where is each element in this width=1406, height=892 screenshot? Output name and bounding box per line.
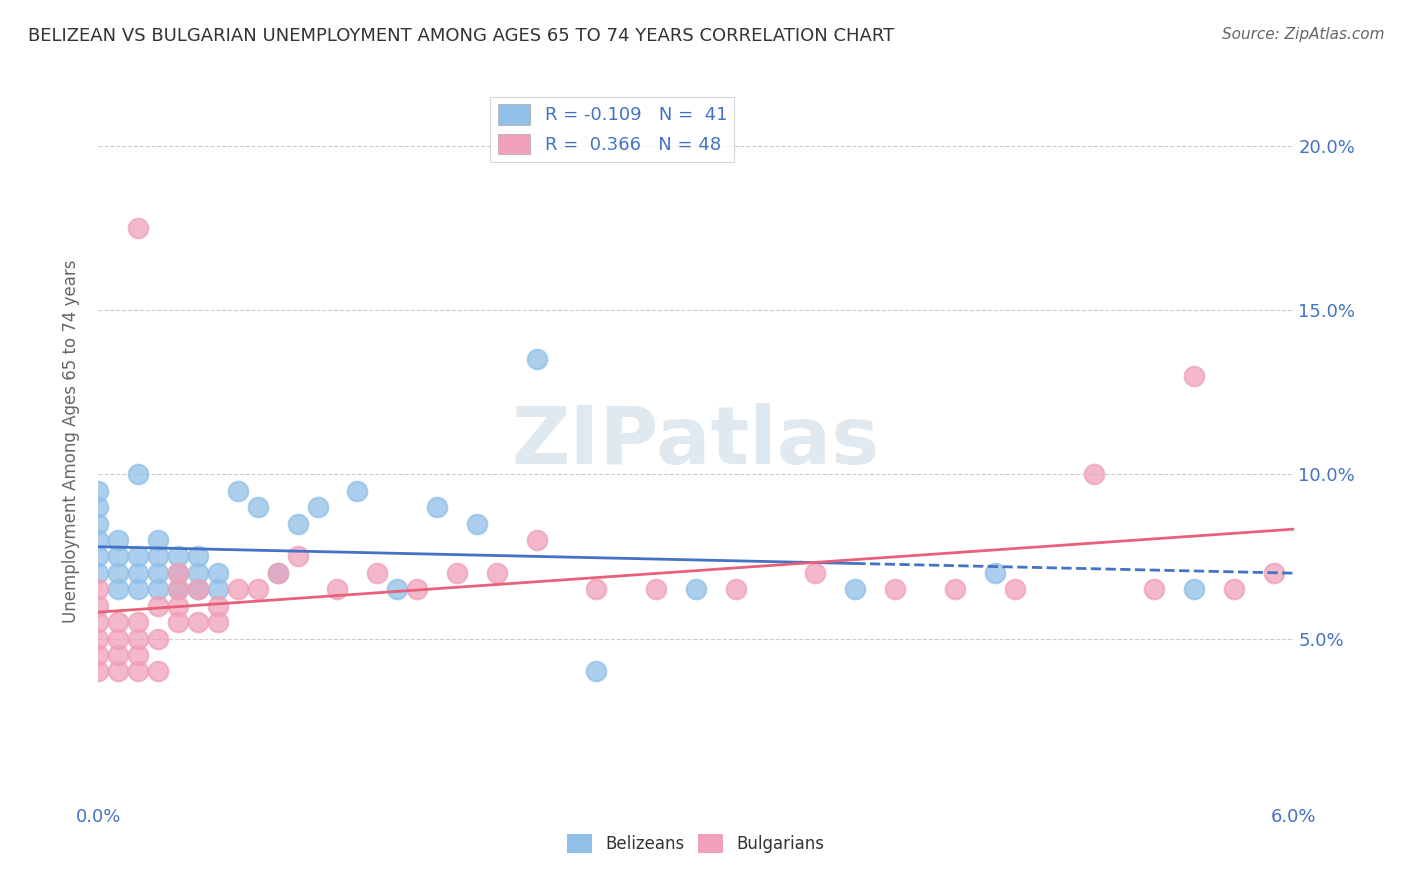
- Point: [87, 665, 110, 679]
- Point: [148, 665, 170, 679]
- Point: [167, 599, 190, 613]
- Point: [87, 648, 110, 662]
- Point: [127, 665, 149, 679]
- Point: [167, 566, 190, 580]
- Point: [107, 566, 129, 580]
- Point: [87, 533, 110, 547]
- Point: [526, 533, 548, 547]
- Point: [884, 582, 907, 597]
- Point: [127, 582, 149, 597]
- Point: [127, 615, 149, 630]
- Point: [127, 549, 149, 564]
- Point: [207, 615, 229, 630]
- Point: [87, 599, 110, 613]
- Point: [87, 500, 110, 515]
- Point: [187, 582, 209, 597]
- Point: [226, 483, 249, 498]
- Point: [1223, 582, 1246, 597]
- Point: [307, 500, 329, 515]
- Point: [1182, 368, 1205, 383]
- Point: [685, 582, 707, 597]
- Point: [426, 500, 449, 515]
- Point: [87, 632, 110, 646]
- Point: [127, 632, 149, 646]
- Point: [148, 549, 170, 564]
- Point: [585, 582, 607, 597]
- Point: [526, 352, 548, 367]
- Point: [1143, 582, 1166, 597]
- Point: [127, 648, 149, 662]
- Point: [148, 582, 170, 597]
- Point: [267, 566, 290, 580]
- Point: [346, 483, 368, 498]
- Point: [943, 582, 966, 597]
- Point: [844, 582, 866, 597]
- Point: [127, 467, 149, 482]
- Point: [107, 632, 129, 646]
- Point: [148, 599, 170, 613]
- Point: [107, 549, 129, 564]
- Point: [1083, 467, 1105, 482]
- Point: [107, 582, 129, 597]
- Point: [148, 632, 170, 646]
- Point: [287, 516, 309, 531]
- Point: [326, 582, 349, 597]
- Point: [207, 599, 229, 613]
- Legend: Belizeans, Bulgarians: Belizeans, Bulgarians: [561, 827, 831, 860]
- Point: [287, 549, 309, 564]
- Point: [406, 582, 429, 597]
- Point: [167, 549, 190, 564]
- Point: [724, 582, 747, 597]
- Point: [446, 566, 468, 580]
- Point: [187, 615, 209, 630]
- Point: [107, 665, 129, 679]
- Point: [1182, 582, 1205, 597]
- Point: [246, 582, 269, 597]
- Point: [1263, 566, 1285, 580]
- Point: [385, 582, 409, 597]
- Point: [207, 566, 229, 580]
- Point: [167, 615, 190, 630]
- Point: [167, 582, 190, 597]
- Point: [984, 566, 1007, 580]
- Point: [366, 566, 388, 580]
- Point: [267, 566, 290, 580]
- Text: BELIZEAN VS BULGARIAN UNEMPLOYMENT AMONG AGES 65 TO 74 YEARS CORRELATION CHART: BELIZEAN VS BULGARIAN UNEMPLOYMENT AMONG…: [28, 27, 894, 45]
- Point: [187, 549, 209, 564]
- Point: [87, 516, 110, 531]
- Point: [246, 500, 269, 515]
- Point: [226, 582, 249, 597]
- Point: [87, 483, 110, 498]
- Point: [1004, 582, 1026, 597]
- Point: [87, 549, 110, 564]
- Point: [87, 615, 110, 630]
- Text: ZIPatlas: ZIPatlas: [512, 402, 880, 481]
- Point: [127, 566, 149, 580]
- Point: [127, 221, 149, 235]
- Point: [645, 582, 668, 597]
- Point: [585, 665, 607, 679]
- Point: [87, 566, 110, 580]
- Text: Source: ZipAtlas.com: Source: ZipAtlas.com: [1222, 27, 1385, 42]
- Point: [167, 582, 190, 597]
- Point: [207, 582, 229, 597]
- Point: [107, 615, 129, 630]
- Point: [187, 582, 209, 597]
- Point: [167, 566, 190, 580]
- Point: [187, 566, 209, 580]
- Point: [465, 516, 488, 531]
- Point: [148, 533, 170, 547]
- Point: [107, 648, 129, 662]
- Point: [148, 566, 170, 580]
- Y-axis label: Unemployment Among Ages 65 to 74 years: Unemployment Among Ages 65 to 74 years: [62, 260, 80, 624]
- Point: [804, 566, 827, 580]
- Point: [485, 566, 508, 580]
- Point: [107, 533, 129, 547]
- Point: [87, 582, 110, 597]
